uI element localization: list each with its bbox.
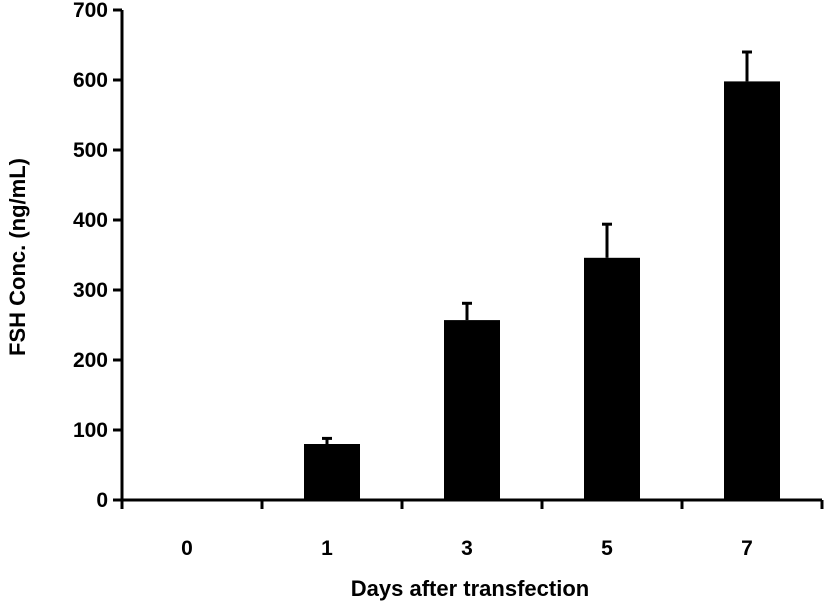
y-tick-label: 600 (73, 69, 108, 92)
x-axis: 0 1 3 5 7 (120, 498, 824, 560)
x-tick-label: 3 (461, 537, 473, 560)
x-tick-label: 1 (321, 537, 333, 560)
bar (444, 320, 500, 500)
bar (584, 257, 640, 500)
y-tick-label: 300 (73, 279, 108, 302)
bar (304, 444, 360, 500)
error-bars (322, 50, 752, 444)
x-axis-title: Days after transfection (351, 576, 589, 601)
y-tick-label: 500 (73, 139, 108, 162)
y-tick-label: 100 (73, 419, 108, 442)
y-axis-title: FSH Conc. (ng/mL) (5, 158, 30, 356)
bars (304, 81, 780, 501)
x-tick-label: 0 (181, 537, 193, 560)
y-tick-label: 200 (73, 349, 108, 372)
y-tick-label: 700 (73, 0, 108, 22)
y-tick-label: 400 (73, 209, 108, 232)
y-tick-label: 0 (96, 489, 108, 512)
bar (724, 81, 780, 501)
x-tick-label: 7 (741, 537, 753, 560)
x-tick-label: 5 (601, 537, 613, 560)
y-axis: 0 100 200 300 400 500 600 700 (73, 0, 124, 512)
